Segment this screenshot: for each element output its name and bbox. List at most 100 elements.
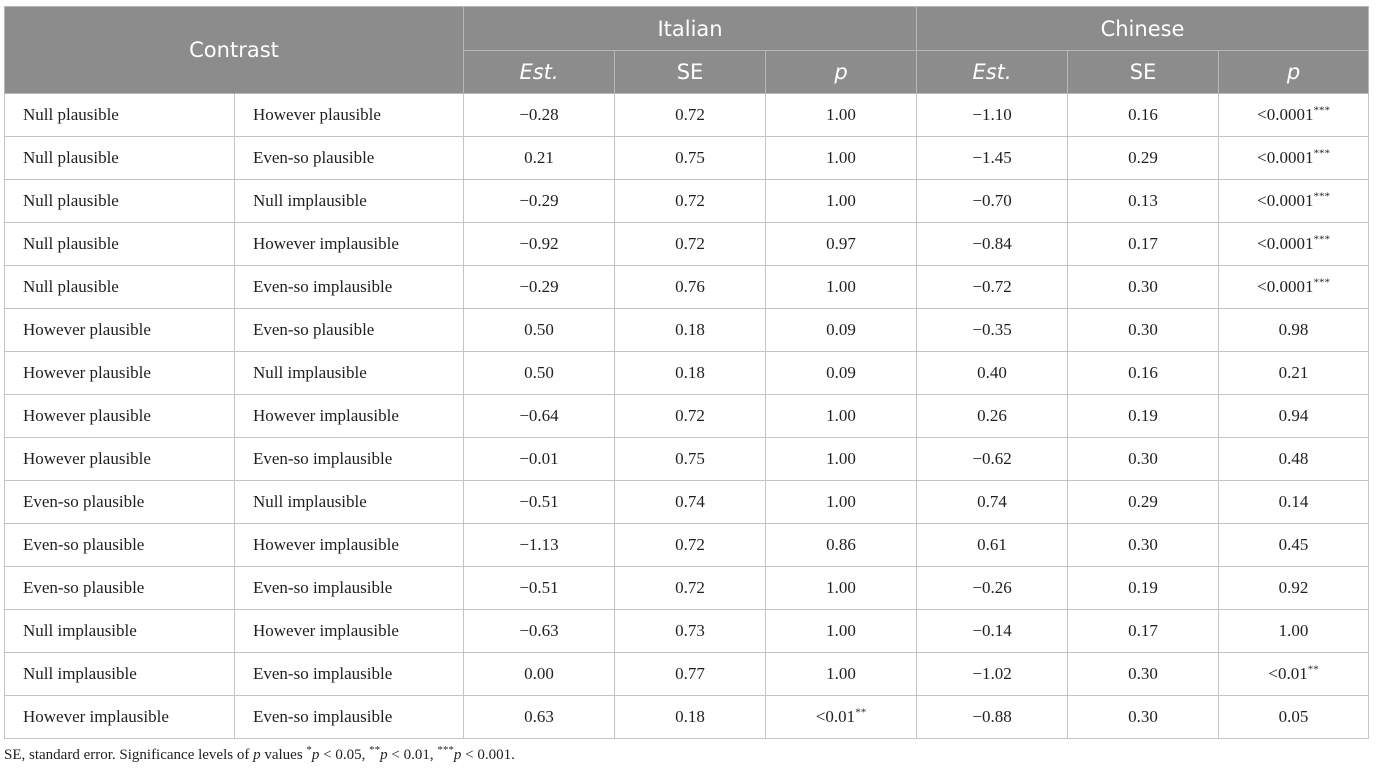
contrast-b-cell-value: However implausible [253,406,399,425]
chinese-est-cell: 0.26 [916,394,1069,438]
italian-p-cell-value: 0.09 [826,363,856,382]
contrast-b-cell-value: Null implausible [253,363,367,382]
contrast-b-cell-value: Even-so implausible [253,578,393,597]
table-row: Even-so plausible However implausible −1.1… [4,523,1370,567]
italian-est-cell: 0.63 [463,695,616,739]
contrast-a-cell: Null implausible [4,609,235,653]
chinese-p-cell-value: <0.01 [1268,664,1308,683]
italian-est-cell: −0.28 [463,93,616,137]
italian-est-cell: −0.51 [463,566,616,610]
italian-p-cell: 1.00 [765,179,918,223]
chinese-est-cell: −1.45 [916,136,1069,180]
chinese-p-cell-value: <0.0001 [1257,234,1314,253]
italian-p-header: p [765,50,918,94]
italian-p-cell: <0.01** [765,695,918,739]
chinese-est-cell-value: −0.35 [972,320,1012,339]
chinese-p-cell: 0.05 [1218,695,1370,739]
italian-p-cell: 0.09 [765,308,918,352]
italian-se-cell-value: 0.75 [675,449,705,468]
contrast-b-cell: Even-so implausible [233,265,465,309]
contrast-b-cell: Even-so plausible [233,136,465,180]
italian-p-cell-value: 1.00 [826,406,856,425]
italian-est-cell: 0.21 [463,136,616,180]
contrast-a-cell-value: However plausible [23,320,151,339]
italian-se-cell-value: 0.72 [675,191,705,210]
contrast-a-cell: Null plausible [4,136,235,180]
chinese-se-cell: 0.17 [1067,609,1220,653]
results-table: Contrast Italian Chinese Est. SE p Est. … [3,6,1370,739]
chinese-p-header: p [1218,50,1370,94]
chinese-p-cell-value: 0.45 [1278,535,1309,554]
footnote-sig-marker: ** [369,744,381,756]
contrast-a-cell: Null implausible [4,652,235,696]
chinese-p-cell-value: 0.05 [1278,707,1309,726]
chinese-p-cell: 1.00 [1218,609,1370,653]
contrast-b-cell-value: Null implausible [253,492,367,511]
footnote-p-symbol: p [311,747,320,763]
contrast-a-cell-value: Even-so plausible [23,492,145,511]
italian-est-cell: −0.01 [463,437,616,481]
chinese-se-cell: 0.19 [1067,394,1220,438]
italian-se-cell: 0.74 [614,480,767,524]
contrast-a-cell: Null plausible [4,93,235,137]
significance-marker: *** [1313,276,1330,289]
contrast-b-cell: However implausible [233,609,465,653]
chinese-se-cell: 0.17 [1067,222,1220,266]
italian-p-cell: 0.09 [765,351,918,395]
footnote-text: values [260,747,307,763]
chinese-p-cell-value: 0.98 [1278,320,1309,339]
chinese-est-cell-value: −0.72 [972,277,1012,296]
contrast-b-cell: However implausible [233,222,465,266]
contrast-a-cell: Even-so plausible [4,523,235,567]
contrast-b-cell: However implausible [233,523,465,567]
footnote-sig-marker: *** [437,744,454,756]
contrast-b-cell: Even-so implausible [233,437,465,481]
footnote-p-symbol: p [253,747,261,763]
table-row: Null plausible However plausible −0.28 0.72… [4,93,1370,137]
table-header: Contrast Italian Chinese Est. SE p Est. … [3,6,1370,94]
footnote-text: < 0.01, [387,747,438,763]
chinese-se-cell: 0.30 [1067,695,1220,739]
italian-est-cell: 0.00 [463,652,616,696]
contrast-a-cell-value: Even-so plausible [23,535,145,554]
table-row: However plausible Even-so implausible −0.0… [4,437,1370,481]
footnote-text: < 0.05, [319,747,370,763]
chinese-est-cell: −0.26 [916,566,1069,610]
chinese-p-cell-value: <0.0001 [1257,191,1314,210]
chinese-p-cell: <0.0001*** [1218,222,1370,266]
contrast-b-cell: However implausible [233,394,465,438]
italian-p-cell-value: 1.00 [826,148,856,167]
italian-p-cell: 1.00 [765,437,918,481]
italian-est-cell-value: −0.51 [519,578,559,597]
chinese-est-cell: −1.02 [916,652,1069,696]
italian-est-cell-value: −1.13 [519,535,559,554]
italian-p-cell-value: 0.86 [826,535,856,554]
chinese-se-cell-value: 0.30 [1128,535,1158,554]
contrast-b-cell-value: Null implausible [253,191,367,210]
italian-p-cell: 1.00 [765,566,918,610]
italian-p-cell: 1.00 [765,394,918,438]
italian-est-cell-value: −0.63 [519,621,559,640]
footnote-text: SE, standard error. Significance levels … [4,747,254,763]
italian-se-cell-value: 0.72 [675,578,705,597]
chinese-se-cell-value: 0.19 [1128,406,1158,425]
chinese-p-cell-value: <0.0001 [1257,105,1314,124]
italian-se-cell-value: 0.72 [675,535,705,554]
italian-se-cell-value: 0.18 [675,363,705,382]
chinese-se-cell-value: 0.30 [1128,320,1158,339]
italian-p-cell-value: 1.00 [826,105,856,124]
chinese-p-cell: <0.0001*** [1218,136,1370,180]
italian-se-cell: 0.72 [614,394,767,438]
contrast-a-cell: Even-so plausible [4,566,235,610]
italian-se-cell-value: 0.72 [675,234,705,253]
chinese-est-cell-value: 0.40 [977,363,1007,382]
chinese-est-cell-value: −1.02 [972,664,1012,683]
italian-p-cell-value: 1.00 [826,664,856,683]
italian-est-cell-value: 0.00 [524,664,554,683]
italian-group-header: Italian [463,6,918,51]
chinese-se-cell-value: 0.17 [1128,621,1158,640]
contrast-b-cell: Null implausible [233,480,465,524]
italian-se-cell-value: 0.77 [675,664,705,683]
chinese-est-cell: −0.35 [916,308,1069,352]
italian-p-cell: 1.00 [765,265,918,309]
